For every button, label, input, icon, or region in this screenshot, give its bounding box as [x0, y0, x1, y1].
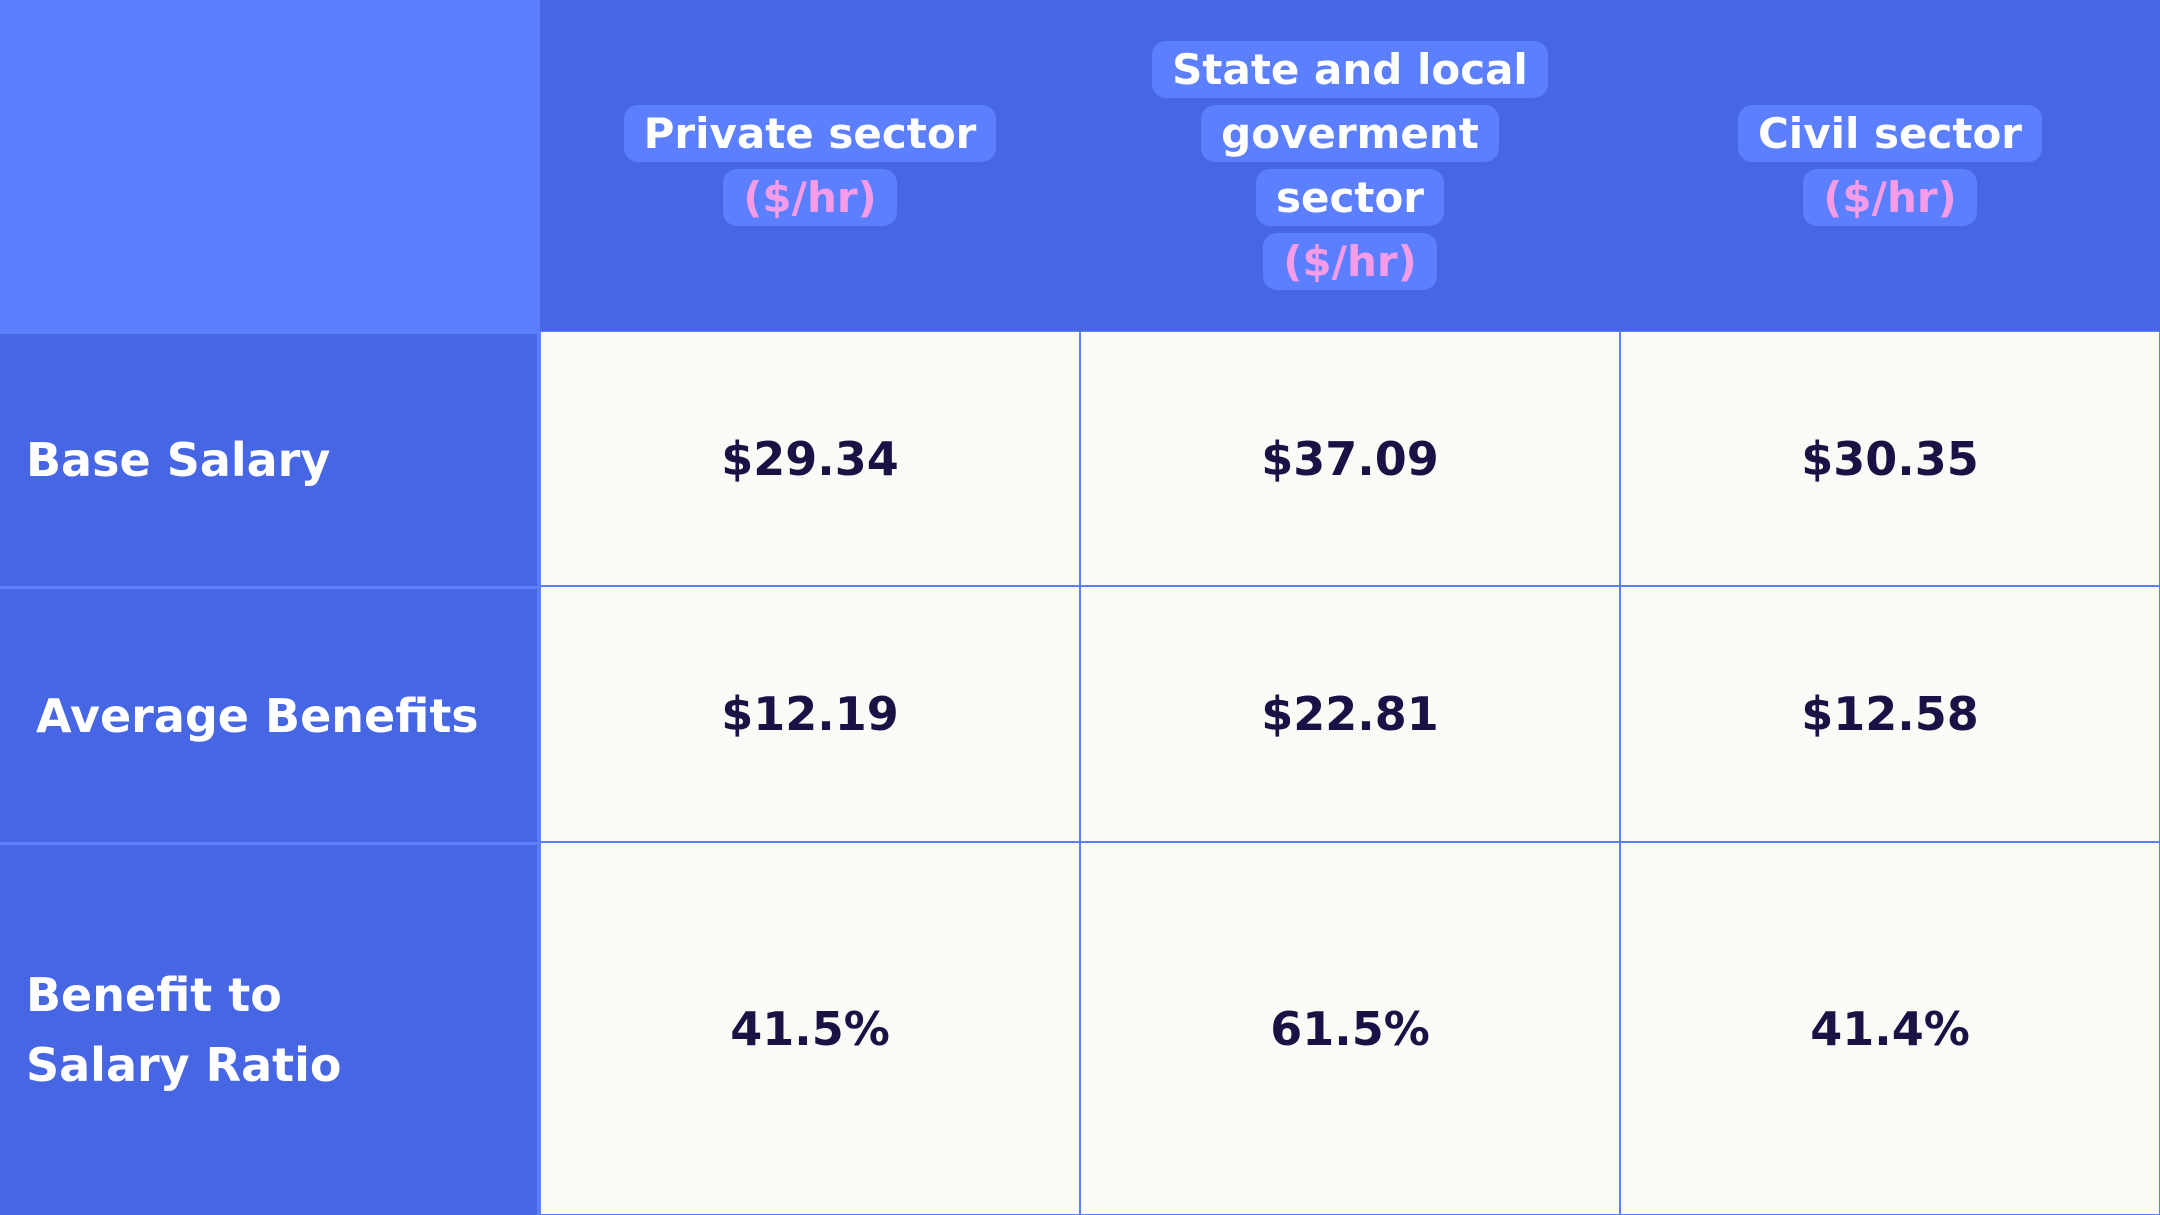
header-text: Private sector ($/hr): [623, 102, 997, 230]
column-name: Civil sector: [1737, 104, 2043, 162]
table-cell: $12.58: [1620, 586, 2160, 842]
table-cell: 41.4%: [1620, 842, 2160, 1215]
row-label: Base Salary: [0, 331, 540, 586]
column-unit: ($/hr): [723, 168, 897, 226]
header-text: Civil sector ($/hr): [1737, 102, 2043, 230]
column-header: Private sector ($/hr): [540, 0, 1080, 331]
table-cell: 41.5%: [540, 842, 1080, 1215]
table-cell: $22.81: [1080, 586, 1620, 842]
row-label: Benefit to Salary Ratio: [0, 842, 540, 1215]
row-label-text: Average Benefits: [36, 688, 479, 743]
row-label-text: Base Salary: [26, 433, 331, 487]
table-cell: $29.34: [540, 331, 1080, 586]
row-label-text: Benefit to Salary Ratio: [26, 968, 342, 1092]
table-cell: $30.35: [1620, 331, 2160, 586]
column-unit: ($/hr): [1803, 168, 1977, 226]
row-label: Average Benefits: [0, 586, 540, 842]
table-cell: $12.19: [540, 586, 1080, 842]
table-cell: 61.5%: [1080, 842, 1620, 1215]
header-text: State and local goverment sector ($/hr): [1120, 38, 1580, 294]
column-header: State and local goverment sector ($/hr): [1080, 0, 1620, 331]
column-header: Civil sector ($/hr): [1620, 0, 2160, 331]
column-unit: ($/hr): [1263, 232, 1437, 290]
table-cell: $37.09: [1080, 331, 1620, 586]
column-name: Private sector: [623, 104, 997, 162]
column-name: State and local goverment sector: [1152, 40, 1548, 226]
header-corner: [0, 0, 540, 331]
